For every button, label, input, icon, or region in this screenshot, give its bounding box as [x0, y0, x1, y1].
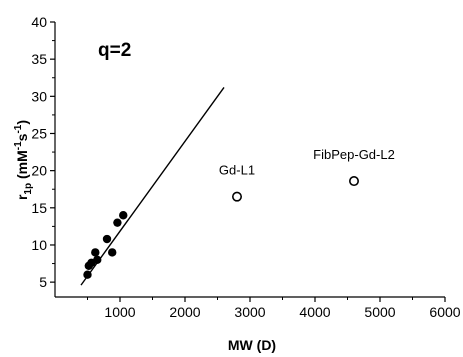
- x-tick-label: 4000: [299, 304, 330, 320]
- y-tick-label: 5: [39, 274, 47, 290]
- y-axis-title-base: r: [14, 194, 30, 200]
- x-tick-label: 3000: [234, 304, 265, 320]
- panel-label: q=2: [98, 40, 131, 61]
- data-point-open: [348, 176, 359, 187]
- data-point: [119, 211, 128, 220]
- y-axis-title-units-prefix: (mM: [14, 150, 30, 183]
- data-point: [108, 248, 117, 257]
- data-point: [113, 218, 122, 227]
- y-axis-title: r1p (mM-1s-1): [13, 120, 34, 200]
- y-tick-label: 20: [31, 163, 47, 179]
- x-ticks: 1000 2000 3000 4000 5000 6000: [87, 297, 461, 320]
- y-axis-title-units-mid: s: [14, 133, 30, 141]
- y-tick-label: 35: [31, 51, 47, 67]
- y-tick-label: 10: [31, 237, 47, 253]
- fit-line: [80, 86, 225, 286]
- x-tick-label: 2000: [169, 304, 200, 320]
- y-axis-title-sub: 1p: [23, 183, 34, 195]
- y-tick-label: 15: [31, 200, 47, 216]
- y-ticks: 5 10 15 20 25 30 35 40: [31, 14, 55, 290]
- data-point: [91, 248, 100, 257]
- data-point: [102, 234, 112, 244]
- x-tick-label: 1000: [104, 304, 135, 320]
- data-point-open: [232, 191, 243, 202]
- y-tick-label: 30: [31, 88, 47, 104]
- y-axis-title-units-suffix: ): [14, 120, 30, 125]
- data-points: [83, 176, 359, 279]
- point-label: FibPep-Gd-L2: [313, 147, 395, 162]
- y-tick-label: 25: [31, 125, 47, 141]
- x-axis-title: MW (D): [228, 337, 276, 353]
- x-tick-label: 6000: [429, 304, 460, 320]
- y-axis-title-exp2: -1: [13, 124, 24, 133]
- annotations: Gd-L1 FibPep-Gd-L2: [219, 147, 395, 178]
- y-tick-label: 40: [31, 14, 47, 30]
- data-point: [93, 255, 102, 265]
- x-tick-label: 5000: [364, 304, 395, 320]
- data-point: [83, 270, 92, 279]
- point-label: Gd-L1: [219, 163, 255, 178]
- y-axis-title-exp1: -1: [13, 141, 24, 150]
